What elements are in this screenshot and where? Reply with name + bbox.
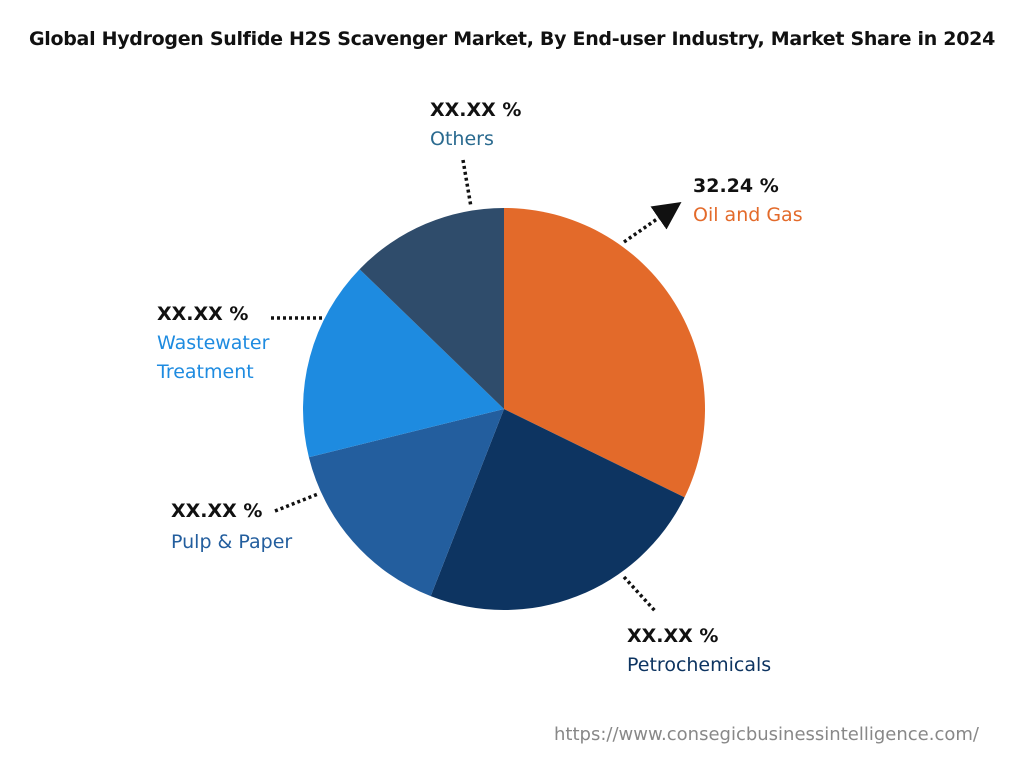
pie-slice-pulp-paper bbox=[308, 409, 504, 597]
leader-petrochemicals bbox=[622, 575, 658, 614]
label-others: XX.XX % Others bbox=[430, 96, 521, 154]
label-pulp-paper: XX.XX % Pulp & Paper bbox=[171, 497, 292, 557]
chart-title: Global Hydrogen Sulfide H2S Scavenger Ma… bbox=[29, 28, 995, 50]
data-label: XX.XX % bbox=[171, 500, 263, 522]
category-label: Oil and Gas bbox=[693, 204, 803, 226]
leader-others bbox=[461, 159, 473, 208]
pie-slice-oil-and-gas bbox=[504, 208, 705, 498]
category-label: Petrochemicals bbox=[627, 654, 772, 676]
data-label: XX.XX % bbox=[157, 303, 249, 325]
label-petrochemicals: XX.XX % Petrochemicals bbox=[627, 622, 771, 680]
data-label: XX.XX % bbox=[627, 625, 719, 647]
label-wastewater: XX.XX % Wastewater Treatment bbox=[157, 300, 287, 387]
source-url[interactable]: https://www.consegicbusinessintelligence… bbox=[554, 724, 979, 745]
label-oil-gas: 32.24 % Oil and Gas bbox=[693, 172, 803, 230]
category-label: Others bbox=[430, 128, 494, 150]
data-label: 32.24 % bbox=[693, 175, 779, 197]
pie-slice-petrochemicals bbox=[430, 409, 685, 610]
category-label: Pulp & Paper bbox=[171, 531, 293, 553]
data-label: XX.XX % bbox=[430, 99, 522, 121]
category-label: Wastewater Treatment bbox=[157, 332, 270, 383]
pie-slice-others bbox=[359, 208, 504, 409]
leader-pulp-paper bbox=[274, 492, 319, 513]
leader-oil-gas bbox=[623, 202, 682, 244]
pie-slice-wastewater-treatment bbox=[303, 269, 504, 458]
leader-lines bbox=[271, 159, 682, 614]
